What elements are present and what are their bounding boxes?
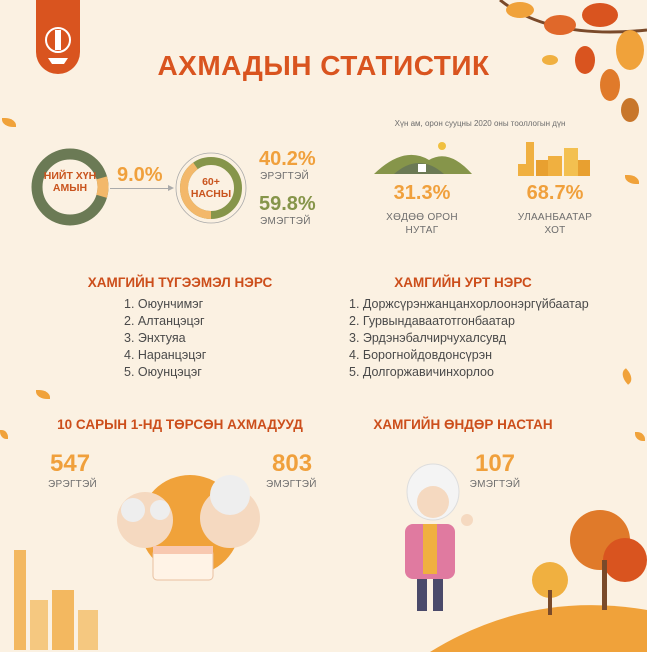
list-item: 1. Оюунчимэг bbox=[124, 297, 204, 311]
leaf-icon bbox=[619, 368, 635, 385]
autumn-trees-illustration bbox=[430, 510, 647, 652]
arrow-line bbox=[110, 188, 170, 189]
rural-label-line1: ХӨДӨӨ ОРОН bbox=[386, 212, 458, 223]
list-item: 4. Наранцэцэг bbox=[124, 348, 207, 362]
rural-pct: 31.3% bbox=[393, 182, 451, 204]
city-label: УЛААНБААТАР ХОТ bbox=[505, 211, 605, 237]
female-label: ЭМЭГТЭЙ bbox=[260, 216, 311, 227]
list-item: 2. Алтанцэцэг bbox=[124, 314, 205, 328]
birthday-female-label: ЭМЭГТЭЙ bbox=[266, 479, 317, 490]
male-share-segment bbox=[180, 157, 242, 219]
female-pct: 59.8% bbox=[259, 193, 316, 215]
elderly-gender-donut bbox=[175, 152, 247, 224]
common-names-title: ХАМГИЙН ТҮГЭЭМЭЛ НЭРС bbox=[87, 275, 273, 290]
birthday-male-label: ЭРЭГТЭЙ bbox=[48, 479, 98, 490]
city-label-line1: УЛААНБААТАР bbox=[517, 212, 593, 223]
leaf-icon bbox=[625, 175, 639, 184]
common-names-list: 1. Оюунчимэг 2. Алтанцэцэг 3. Энхтуяа 4.… bbox=[124, 296, 206, 381]
logo bbox=[36, 0, 80, 74]
total-population-label: НИЙТ ХҮН АМЫН bbox=[43, 170, 97, 194]
rural-label: ХӨДӨӨ ОРОН НУТАГ bbox=[372, 211, 472, 237]
soyombo-logo-icon bbox=[45, 27, 71, 64]
leaf-icon bbox=[635, 432, 645, 441]
birthday-title: 10 САРЫН 1-НД ТӨРСӨН АХМАДУУД bbox=[57, 417, 303, 432]
elderly-share-value: 9.0% bbox=[117, 164, 163, 186]
city-label-line2: ХОТ bbox=[544, 225, 566, 236]
elderly-woman-illustration bbox=[405, 463, 473, 611]
leaf-icon bbox=[36, 390, 50, 399]
birthday-female-count: 803 bbox=[272, 450, 313, 477]
oldest-age: 107 bbox=[474, 450, 516, 477]
rural-label-line2: НУТАГ bbox=[405, 225, 439, 236]
elderly-couple-cake-illustration bbox=[117, 475, 260, 581]
total-population-donut bbox=[31, 148, 109, 226]
city-buildings-icon bbox=[518, 142, 590, 176]
list-item: 4. Борогнойдовдонсүрэн bbox=[349, 348, 492, 362]
leaf-icon bbox=[2, 118, 16, 127]
male-pct: 40.2% bbox=[259, 148, 316, 170]
autumn-leaves-illustration bbox=[499, 0, 647, 122]
city-skyline-illustration bbox=[14, 550, 98, 650]
male-label: ЭРЭГТЭЙ bbox=[260, 171, 310, 182]
list-item: 3. Эрдэнэбалчирчухалсувд bbox=[349, 331, 507, 345]
census-source: Хүн ам, орон сууцны 2020 оны тооллогын д… bbox=[394, 119, 566, 128]
list-item: 2. Гурвындаваатотгонбаатар bbox=[349, 314, 515, 328]
long-names-list: 1. Доржсүрэнжанцанхорлоонэргүйбаатар 2. … bbox=[349, 296, 589, 381]
arrow-head-icon bbox=[168, 185, 174, 191]
leaf-icon bbox=[0, 430, 8, 439]
list-item: 3. Энхтуяа bbox=[124, 331, 186, 345]
elderly-label: 60+ НАСНЫ bbox=[190, 176, 232, 200]
list-item: 5. Оюунцэцэг bbox=[124, 365, 202, 379]
oldest-label: ЭМЭГТЭЙ bbox=[469, 479, 521, 490]
oldest-title: ХАМГИЙН ӨНДӨР НАСТАН bbox=[373, 417, 553, 432]
page-title: АХМАДЫН СТАТИСТИК bbox=[157, 50, 490, 81]
list-item: 1. Доржсүрэнжанцанхорлоонэргүйбаатар bbox=[349, 297, 589, 311]
birthday-male-count: 547 bbox=[50, 450, 91, 477]
long-names-title: ХАМГИЙН УРТ НЭРС bbox=[394, 275, 532, 290]
list-item: 5. Долгоржавичинхорлоо bbox=[349, 365, 494, 379]
countryside-hills-icon bbox=[374, 142, 472, 174]
city-pct: 68.7% bbox=[526, 182, 584, 204]
